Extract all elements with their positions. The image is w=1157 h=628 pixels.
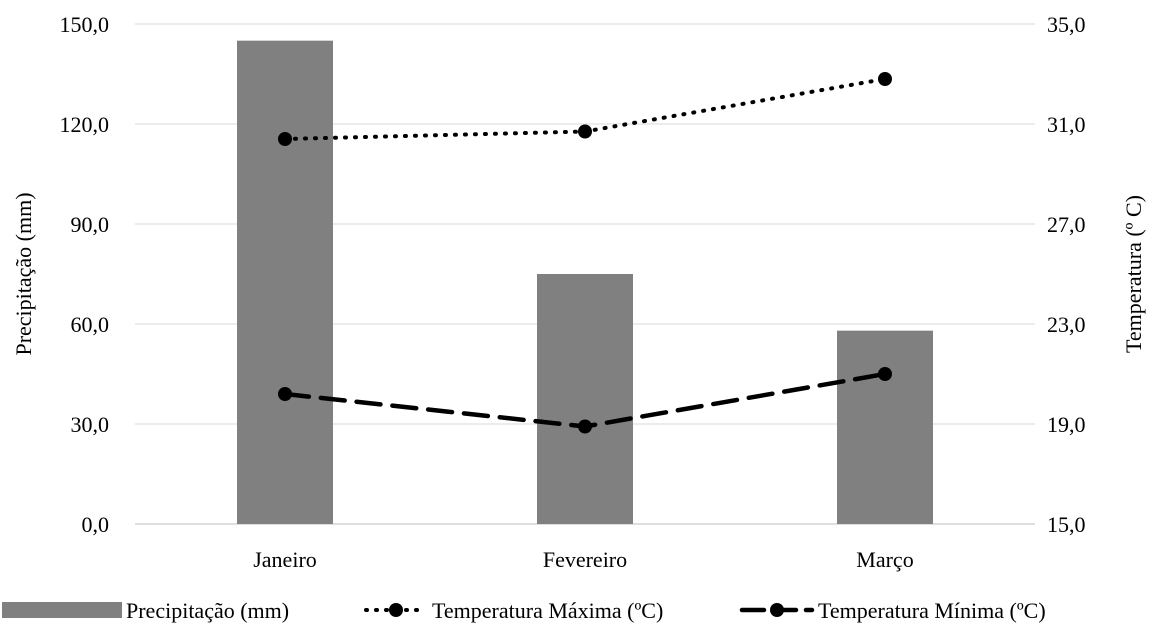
bar-series (237, 40, 933, 525)
x-tick-label: Fevereiro (543, 547, 627, 572)
legend-swatch-max-marker (389, 603, 403, 617)
left-axis-title: Precipitação (mm) (11, 192, 36, 355)
right-tick-label: 35,0 (1047, 12, 1086, 37)
series-point (878, 367, 892, 381)
x-axis-ticks: Janeiro Fevereiro Março (253, 547, 913, 572)
right-tick-label: 27,0 (1047, 212, 1086, 237)
right-axis-ticks: 15,0 19,0 23,0 27,0 31,0 35,0 (1047, 12, 1086, 537)
left-tick-label: 0,0 (82, 512, 110, 537)
series-point (878, 72, 892, 86)
left-tick-label: 120,0 (60, 112, 110, 137)
left-axis-ticks: 0,0 30,0 60,0 90,0 120,0 150,0 (60, 12, 110, 537)
series-point (578, 124, 592, 139)
line-series (278, 72, 892, 434)
bar (537, 274, 633, 524)
legend-swatch-precipitation (2, 602, 122, 618)
series-point (278, 132, 292, 146)
x-tick-label: Janeiro (253, 547, 317, 572)
left-tick-label: 30,0 (71, 412, 110, 437)
legend-label-min: Temperatura Mínima (ºC) (818, 598, 1046, 623)
legend-label-precipitation: Precipitação (mm) (126, 598, 289, 623)
legend-swatch-min-marker (770, 603, 784, 617)
legend: Precipitação (mm) Temperatura Máxima (ºC)… (2, 598, 1046, 623)
legend-label-max: Temperatura Máxima (ºC) (432, 598, 663, 623)
bar (237, 40, 333, 525)
right-axis-title: Temperatura (º C) (1121, 195, 1146, 353)
series-point (578, 419, 592, 434)
right-tick-label: 23,0 (1047, 312, 1086, 337)
series-point (278, 387, 292, 401)
x-tick-label: Março (856, 547, 913, 572)
right-tick-label: 15,0 (1047, 512, 1086, 537)
left-tick-label: 60,0 (71, 312, 110, 337)
left-tick-label: 90,0 (71, 212, 110, 237)
left-tick-label: 150,0 (60, 12, 110, 37)
right-tick-label: 19,0 (1047, 412, 1086, 437)
right-tick-label: 31,0 (1047, 112, 1086, 137)
bar (837, 330, 933, 524)
